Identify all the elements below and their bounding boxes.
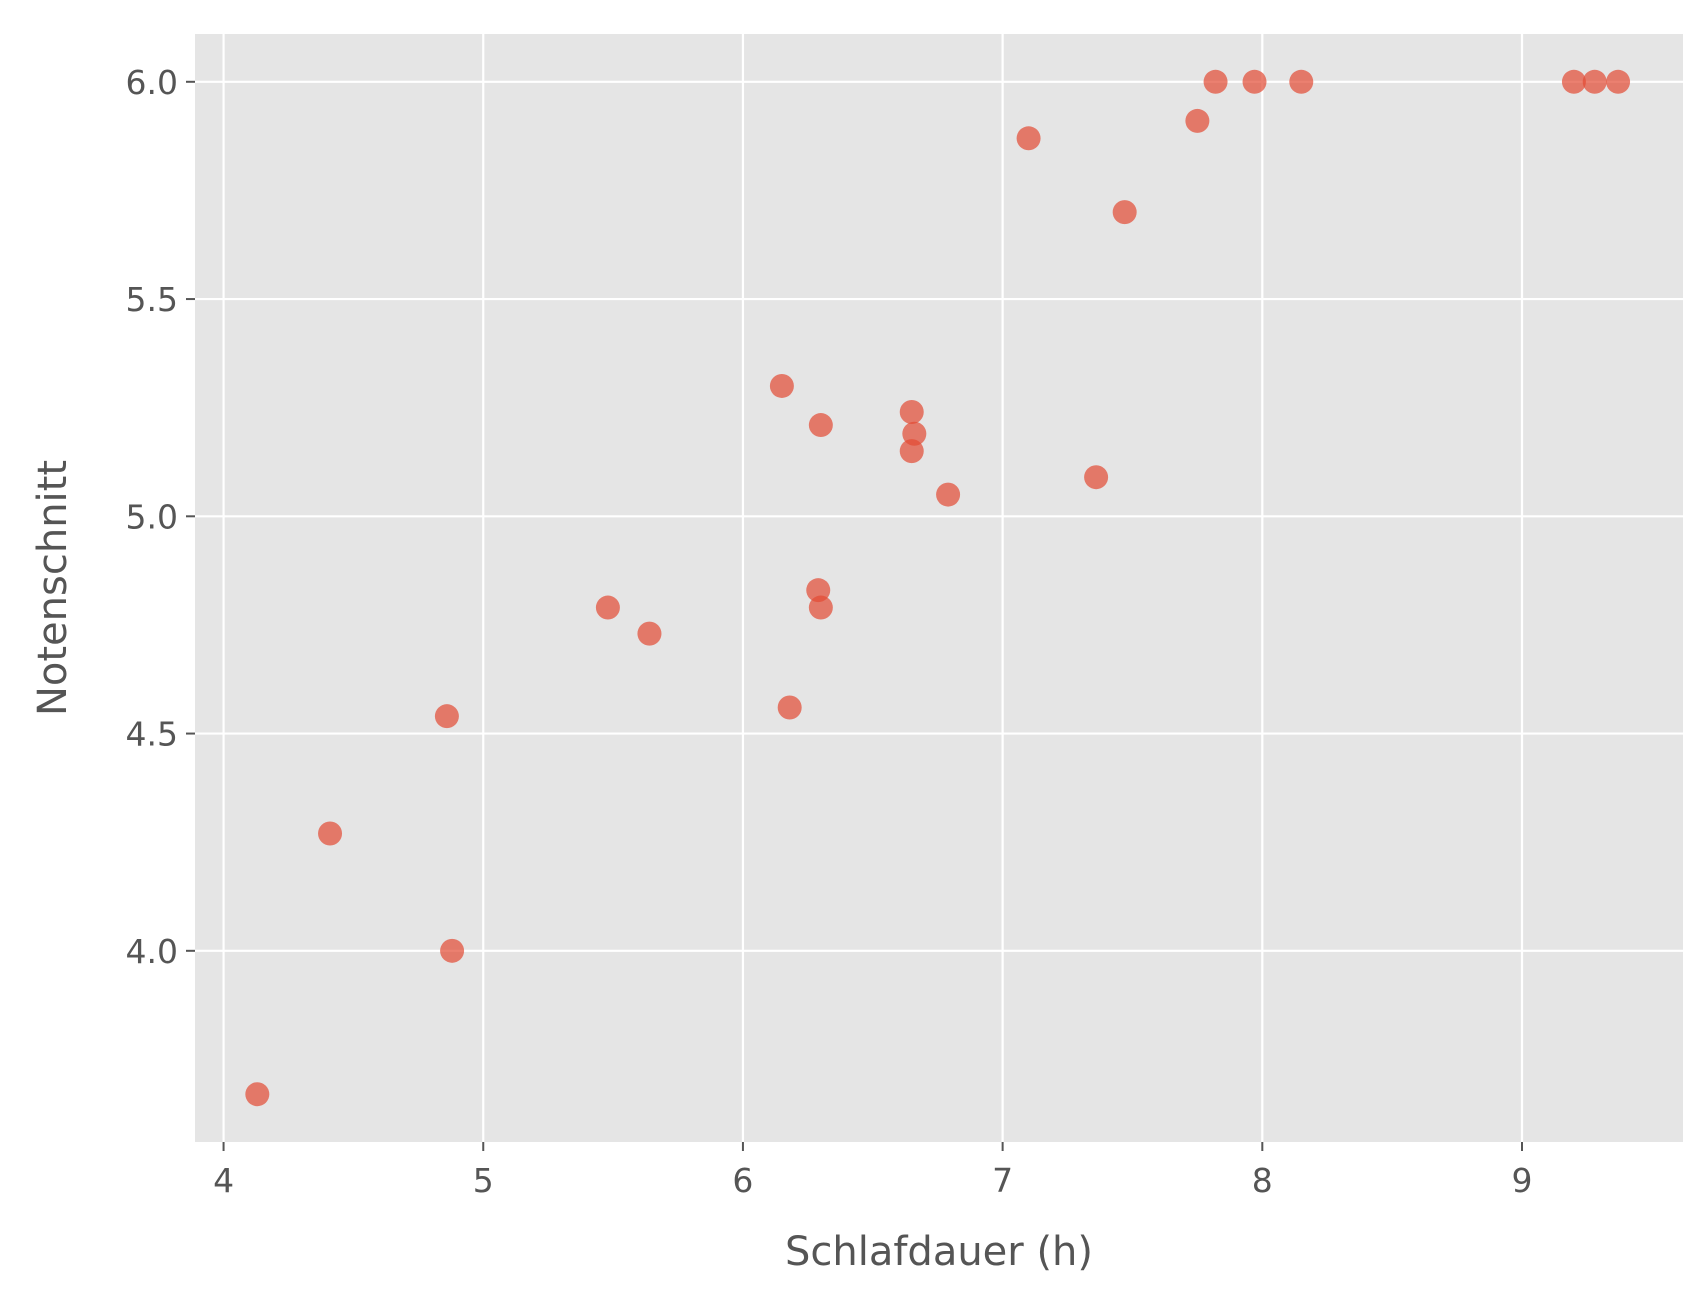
data-point [899,439,924,464]
y-tick-label: 5.0 [126,497,178,536]
axis-ticks [186,80,1523,1151]
data-point [245,1082,270,1107]
data-point [1582,69,1607,94]
data-point [1084,465,1109,490]
data-point [1606,69,1631,94]
data-point [936,482,961,507]
data-point [777,695,802,720]
y-axis-label: Notenschnitt [30,460,76,716]
data-point [440,938,465,963]
x-tick-label: 5 [473,1161,494,1200]
data-point [1112,200,1137,225]
data-points [245,69,1631,1107]
data-point [1242,69,1267,94]
x-axis-label: Schlafdauer (h) [785,1229,1093,1275]
x-tick-label: 7 [992,1161,1013,1200]
data-point [769,373,794,398]
y-tick-label: 5.5 [126,280,178,319]
data-point [1203,69,1228,94]
x-tick-label: 8 [1252,1161,1273,1200]
data-point [1289,69,1314,94]
data-point [1016,126,1041,151]
data-point [318,821,343,846]
data-point [637,621,662,646]
data-point [434,704,459,729]
y-tick-label: 4.0 [126,932,178,971]
x-tick-labels: 4 5 6 7 8 9 [213,1161,1532,1200]
y-tick-label: 4.5 [126,715,178,754]
data-point [1561,69,1586,94]
data-point [808,413,833,438]
data-point [808,595,833,620]
x-tick-label: 6 [732,1161,753,1200]
data-point [595,595,620,620]
y-tick-label: 6.0 [126,63,178,102]
x-tick-label: 9 [1511,1161,1532,1200]
plot-background [195,34,1683,1142]
data-point [1185,108,1210,133]
y-tick-labels: 4.0 4.5 5.0 5.5 6.0 [126,63,178,971]
x-tick-label: 4 [213,1161,234,1200]
data-point [899,400,924,425]
